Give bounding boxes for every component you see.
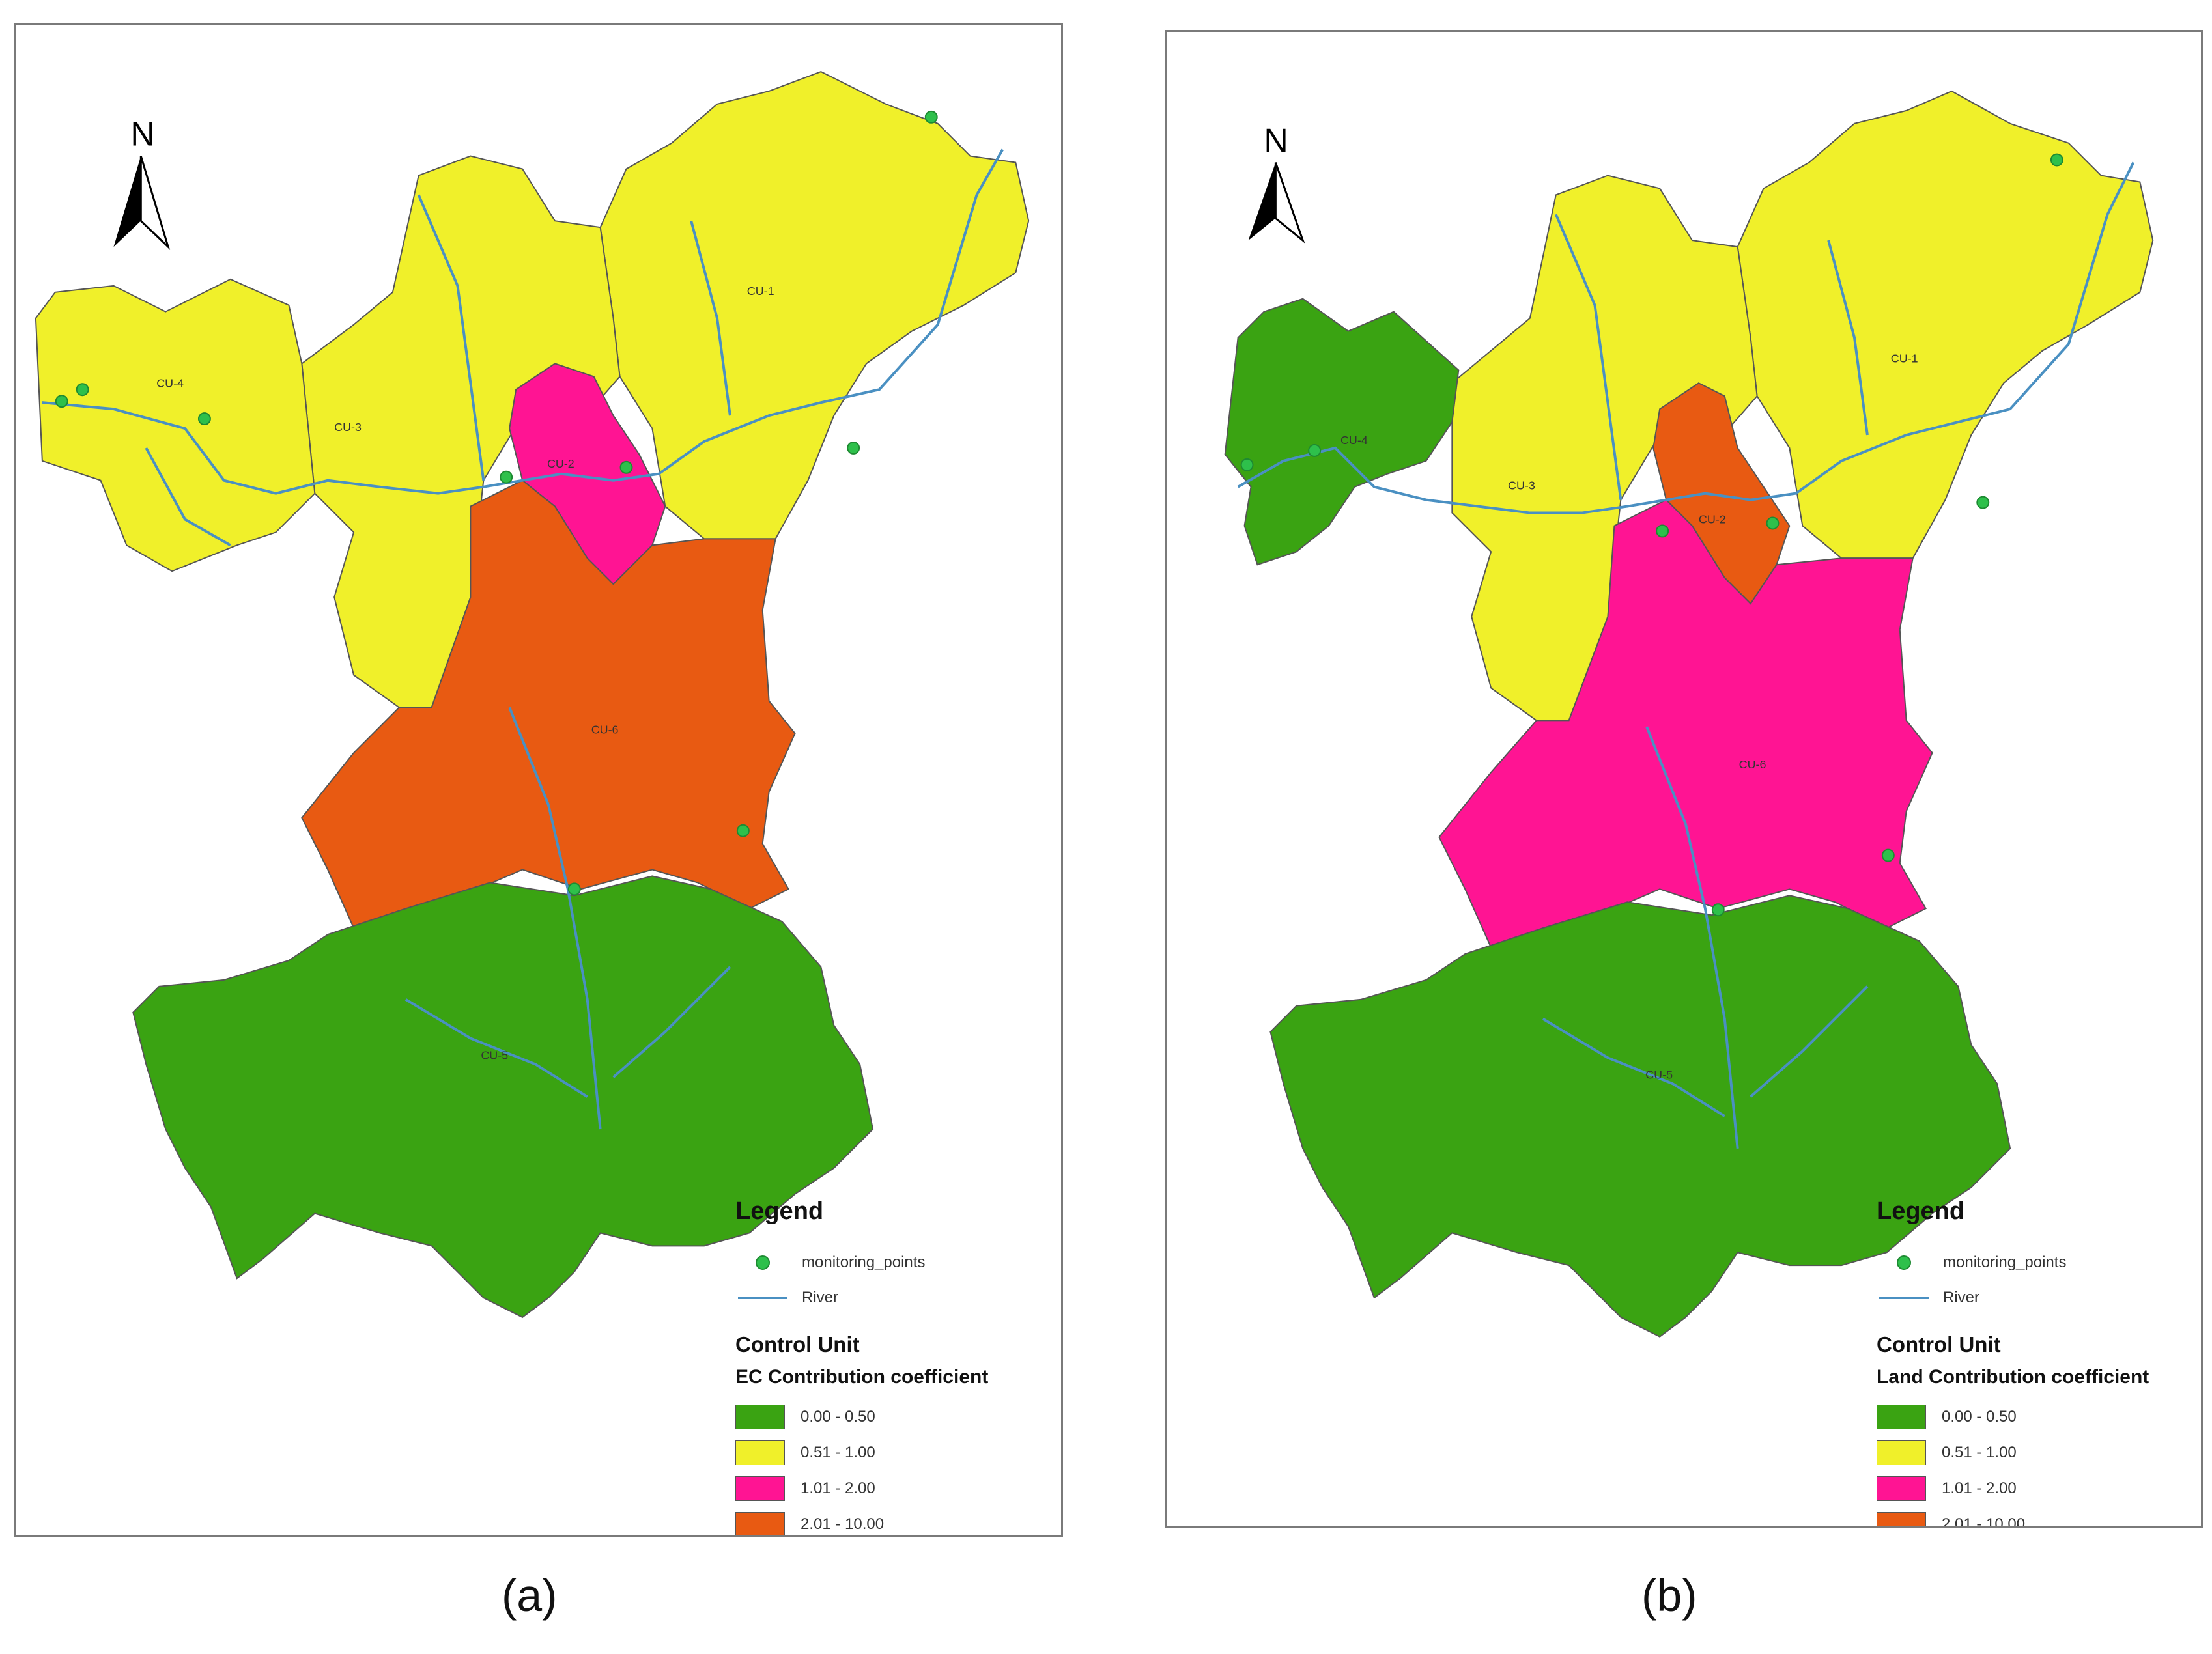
monitoring-point [1766,516,1780,530]
legend-monitoring-label: monitoring_points [802,1254,926,1271]
legend-control-unit: Control Unit [735,1332,860,1356]
class-label: 1.01 - 2.00 [801,1479,875,1497]
monitoring-points [55,110,938,896]
legend-coefficient-title: EC Contribution coefficient [735,1366,989,1388]
legend-title: Legend [1877,1198,1965,1225]
map-panel-a: N [14,23,1063,1537]
unit-label: CU-2 [547,457,574,470]
legend: Legend monitoring_points River Control U… [1877,1198,2189,1528]
unit-cu-4 [1224,298,1460,566]
monitoring-point [55,395,68,408]
green-dot-icon [756,1255,770,1270]
unit-label: CU-5 [481,1048,508,1061]
unit-label: CU-3 [334,421,362,434]
class-label: 0.00 - 0.50 [801,1407,875,1425]
legend-river-row: River [735,1280,1048,1315]
unit-cu-1 [1737,90,2154,559]
monitoring-point [1881,848,1895,862]
legend-class-row: 2.01 - 10.00 [1877,1506,2189,1528]
monitoring-point [1240,458,1254,471]
monitoring-point [1656,524,1669,538]
unit-label: CU-6 [591,723,619,736]
river-network [42,148,1004,1130]
class-swatch [1877,1404,1926,1429]
north-letter: N [130,115,154,153]
monitoring-point [76,383,89,397]
legend-class-row: 0.00 - 0.50 [735,1399,1048,1435]
monitoring-points [1240,153,2063,917]
map-b: N CU-1 CU-2 CU-3 [1224,90,2154,1338]
legend-class-row: 2.01 - 10.00 [735,1506,1048,1535]
map-panel-b: N CU-1 CU-2 CU-3 [1165,30,2203,1528]
legend: Legend monitoring_points River Control U… [735,1198,1048,1535]
class-label: 1.01 - 2.00 [1942,1479,2017,1497]
class-label: 2.01 - 10.00 [1942,1515,2026,1528]
legend-class-row: 0.51 - 1.00 [1877,1435,2189,1470]
north-arrow-icon: N [1248,122,1305,244]
unit-cu-5 [132,875,874,1319]
unit-label: CU-2 [1699,512,1726,526]
class-label: 0.51 - 1.00 [801,1443,875,1461]
legend-river-row: River [1877,1280,2189,1315]
monitoring-point [924,110,938,124]
unit-label: CU-4 [1340,434,1368,447]
legend-coefficient-title: Land Contribution coefficient [1877,1366,2149,1388]
class-swatch [735,1404,785,1429]
monitoring-point [567,882,581,896]
caption-a: (a) [502,1570,558,1621]
river-line-icon [738,1297,787,1299]
class-label: 2.01 - 10.00 [801,1515,885,1533]
north-arrow-icon: N [113,115,171,251]
unit-cu-5 [1269,895,2011,1338]
class-swatch [735,1440,785,1465]
green-dot-icon [1897,1255,1911,1270]
legend-title: Legend [735,1198,824,1225]
legend-monitoring-row: monitoring_points [735,1245,1048,1280]
monitoring-point [197,412,211,426]
class-swatch [735,1511,785,1535]
class-swatch [735,1476,785,1501]
caption-b: (b) [1641,1570,1697,1621]
legend-river-label: River [1943,1289,1980,1306]
legend-monitoring-row: monitoring_points [1877,1245,2189,1280]
north-letter: N [1264,122,1288,160]
legend-class-row: 1.01 - 2.00 [1877,1470,2189,1506]
unit-label: CU-4 [156,376,184,389]
map-a: N [35,70,1030,1319]
class-label: 0.00 - 0.50 [1942,1407,2017,1425]
monitoring-point [1308,443,1322,457]
monitoring-point [2050,153,2063,167]
river-line-icon [1879,1297,1929,1299]
class-label: 0.51 - 1.00 [1942,1443,2017,1461]
monitoring-point [500,470,513,484]
monitoring-point [619,460,633,474]
legend-class-row: 0.00 - 0.50 [1877,1399,2189,1435]
monitoring-point [1711,903,1725,917]
monitoring-point [736,824,750,837]
class-swatch [1877,1476,1926,1501]
legend-river-label: River [802,1289,839,1306]
legend-monitoring-label: monitoring_points [1943,1254,2067,1271]
monitoring-point [1976,496,1990,509]
unit-cu-1 [599,70,1030,540]
unit-label: CU-1 [747,285,774,298]
monitoring-point [847,441,860,455]
class-swatch [1877,1511,1926,1526]
unit-label: CU-6 [1739,758,1766,771]
legend-class-row: 1.01 - 2.00 [735,1470,1048,1506]
legend-control-unit: Control Unit [1877,1332,2001,1356]
unit-label: CU-1 [1891,352,1918,365]
unit-label: CU-5 [1645,1068,1673,1081]
unit-label: CU-3 [1508,479,1535,492]
class-swatch [1877,1440,1926,1465]
river-network [1237,161,2135,1149]
legend-class-row: 0.51 - 1.00 [735,1435,1048,1470]
